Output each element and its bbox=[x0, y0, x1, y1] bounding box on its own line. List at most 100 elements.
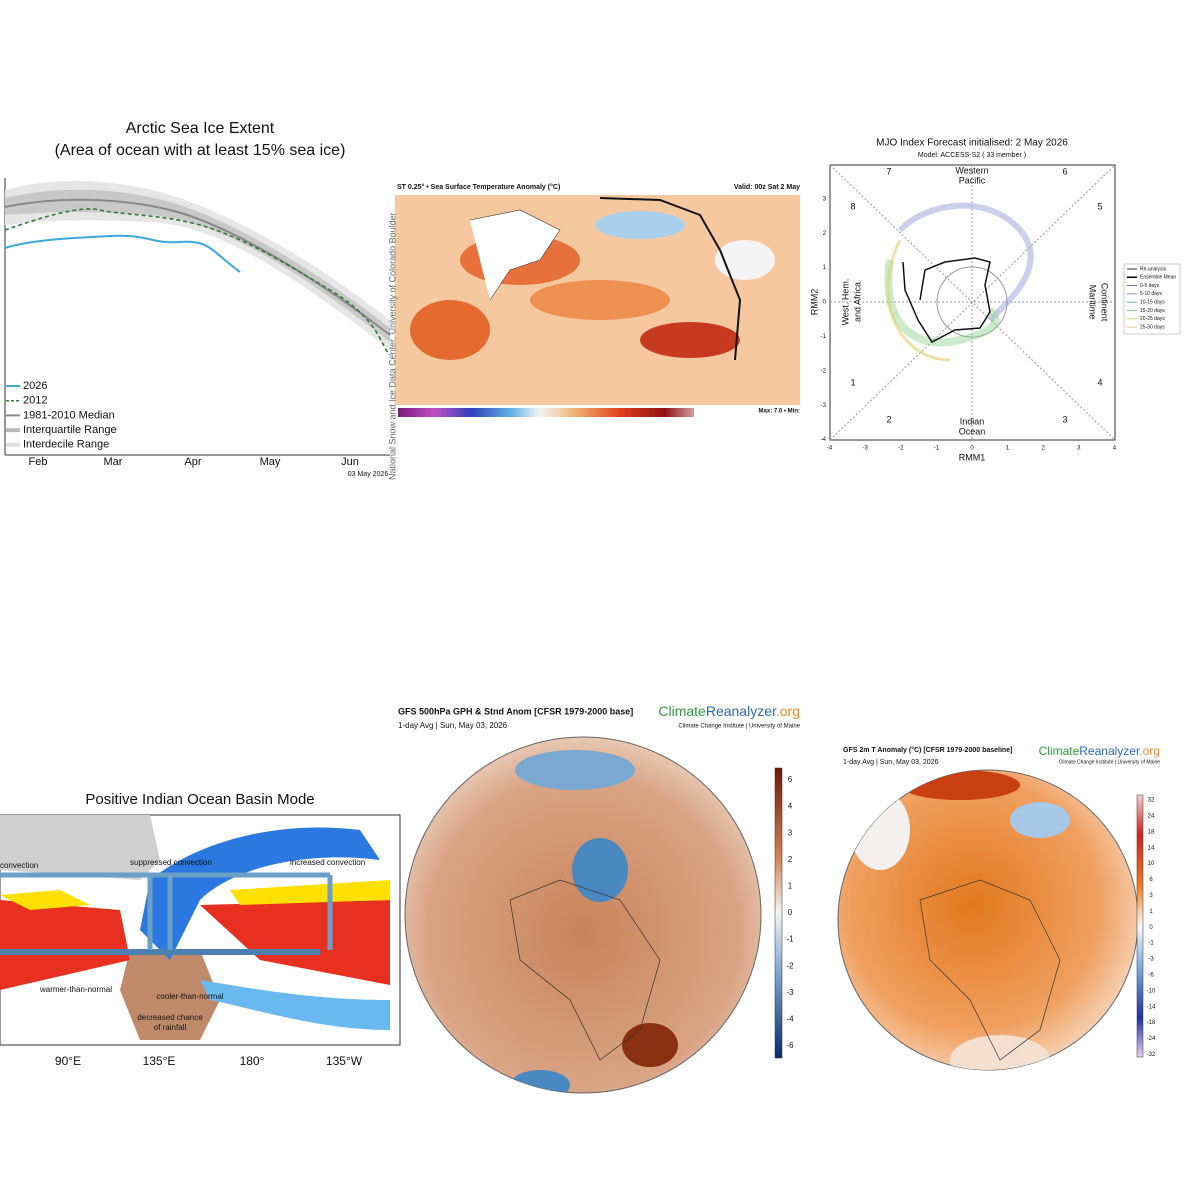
x-tick-label: 0 bbox=[970, 446, 974, 452]
legend-label: 25-30 days bbox=[1140, 324, 1165, 330]
anomaly bbox=[850, 790, 910, 870]
cool-anomaly bbox=[140, 827, 380, 960]
colorbar-label: -1 bbox=[1148, 941, 1154, 947]
anomaly bbox=[640, 322, 740, 358]
colorbar-label: 18 bbox=[1148, 829, 1155, 835]
anomaly bbox=[1010, 802, 1070, 838]
x-tick-label: 2 bbox=[1042, 446, 1046, 452]
x-tick-label: Apr bbox=[184, 456, 201, 468]
legend-label: 15-20 days bbox=[1140, 308, 1165, 314]
land bbox=[469, 209, 561, 301]
map-subtitle: 1-day Avg | Sun, May 03, 2026 bbox=[843, 759, 939, 766]
institute: Climate Change Institute | University of… bbox=[1059, 759, 1161, 765]
sea-ice-panel bbox=[4, 178, 391, 456]
annotation: warmer-than-normal bbox=[39, 985, 112, 994]
globe bbox=[404, 736, 762, 1094]
colorbar-label: -10 bbox=[1147, 988, 1156, 994]
region-label: Maritime bbox=[1088, 285, 1098, 320]
colorbar-label: 6 bbox=[788, 775, 793, 784]
australia bbox=[120, 950, 220, 1040]
legend-label: Ensemble Mean bbox=[1140, 275, 1176, 281]
y-tick-label: -3 bbox=[821, 403, 827, 409]
logo: ClimateReanalyzer.org bbox=[658, 703, 800, 719]
colorbar-label: -18 bbox=[1147, 1020, 1156, 1026]
colorbar-label: -1 bbox=[786, 935, 794, 944]
y-tick-label: 1 bbox=[823, 265, 827, 271]
legend-label: 10-15 days bbox=[1140, 300, 1165, 306]
y-tick-label: -1 bbox=[821, 334, 827, 340]
x-tick-label: 135°W bbox=[326, 1054, 363, 1068]
logo: ClimateReanalyzer.org bbox=[1039, 744, 1160, 758]
phase-number: 1 bbox=[850, 377, 855, 387]
anomaly bbox=[530, 280, 670, 320]
x-tick-label: 180° bbox=[240, 1054, 265, 1068]
anomaly bbox=[715, 240, 775, 280]
logo-part: Climate bbox=[658, 703, 706, 719]
sst-panel bbox=[395, 195, 800, 417]
colorbar-label: 0 bbox=[788, 908, 793, 917]
legend-label: 5-10 days bbox=[1140, 291, 1162, 297]
phase-number: 5 bbox=[1097, 201, 1102, 211]
legend-box bbox=[1123, 263, 1181, 335]
colorbar-label: 3 bbox=[1149, 893, 1153, 899]
x-tick-label: 3 bbox=[1077, 446, 1081, 452]
x-tick-label: 1 bbox=[1006, 446, 1010, 452]
legend-label: Re-analysis bbox=[1140, 266, 1167, 272]
region-label: West. Hem. bbox=[840, 279, 850, 326]
credit: National Snow and Ice Data Center, Unive… bbox=[387, 212, 397, 480]
subtitle: Model: ACCESS-S2 ( 33 member ) bbox=[918, 152, 1026, 159]
cool-anomaly bbox=[200, 980, 390, 1030]
walker-circulation bbox=[0, 872, 333, 950]
logo-part: .org bbox=[1139, 744, 1160, 758]
x-tick-label: 4 bbox=[1113, 446, 1117, 452]
x-tick-label: Jun bbox=[341, 456, 359, 468]
logo-part: .org bbox=[776, 703, 800, 719]
colorbar-label: 1 bbox=[1149, 909, 1153, 915]
colorbar-label: 0 bbox=[1149, 925, 1153, 931]
colorbar-label: -2 bbox=[786, 961, 794, 970]
coastline bbox=[509, 879, 661, 1061]
y-axis-title: RMM2 bbox=[809, 289, 819, 316]
line-2026 bbox=[4, 234, 241, 273]
iobm-panel bbox=[0, 814, 401, 1046]
x-tick-label: -3 bbox=[863, 446, 869, 452]
x-tick-label: -1 bbox=[934, 446, 940, 452]
warm-anomaly bbox=[0, 900, 130, 990]
anomaly bbox=[622, 1023, 678, 1067]
annotation: suppressed convection bbox=[130, 858, 212, 867]
colorbar-label: -14 bbox=[1147, 1004, 1156, 1010]
reanalysis-track bbox=[902, 257, 991, 343]
title: Arctic Sea Ice Extent bbox=[126, 120, 275, 137]
colorbar-label: 14 bbox=[1148, 845, 1155, 851]
mjo-panel bbox=[829, 164, 1116, 441]
colorbar-label: -24 bbox=[1147, 1036, 1156, 1042]
colorbar-label: -3 bbox=[1148, 957, 1154, 963]
colorbar bbox=[774, 767, 783, 1059]
x-tick-label: 90°E bbox=[55, 1054, 81, 1068]
annotation: cooler-than-normal bbox=[156, 992, 223, 1001]
map-title: ST 0.25° • Sea Surface Temperature Anoma… bbox=[397, 183, 560, 191]
map-title: GFS 500hPa GPH & Stnd Anom [CFSR 1979-20… bbox=[398, 706, 633, 716]
land bbox=[0, 815, 160, 880]
warm-anomaly bbox=[230, 880, 390, 905]
annotation: convection bbox=[0, 861, 38, 870]
title: MJO Index Forecast initialised: 2 May 20… bbox=[876, 138, 1068, 149]
colorbar-label: 10 bbox=[1148, 861, 1155, 867]
y-tick-label: -2 bbox=[821, 368, 827, 374]
x-tick-label: 135°E bbox=[143, 1054, 176, 1068]
title: Positive Indian Ocean Basin Mode bbox=[85, 791, 314, 808]
anomaly bbox=[595, 211, 685, 239]
legend-label: Interdecile Range bbox=[23, 439, 109, 451]
logo-part: Reanalyzer bbox=[706, 703, 777, 719]
legend-label: 20-25 days bbox=[1140, 316, 1165, 322]
region-label: Western bbox=[955, 165, 988, 175]
institute: Climate Change Institute | University of… bbox=[678, 724, 800, 730]
anomaly bbox=[900, 770, 1020, 800]
colorbar-label: 32 bbox=[1148, 798, 1155, 804]
colorbar-label: 2 bbox=[788, 855, 793, 864]
anomaly bbox=[572, 838, 628, 902]
map-title: GFS 2m T Anomaly (°C) [CFSR 1979-2000 ba… bbox=[843, 746, 1012, 754]
legend-label: 2026 bbox=[23, 380, 47, 392]
y-tick-label: 2 bbox=[823, 231, 827, 237]
y-tick-label: 3 bbox=[823, 196, 827, 202]
